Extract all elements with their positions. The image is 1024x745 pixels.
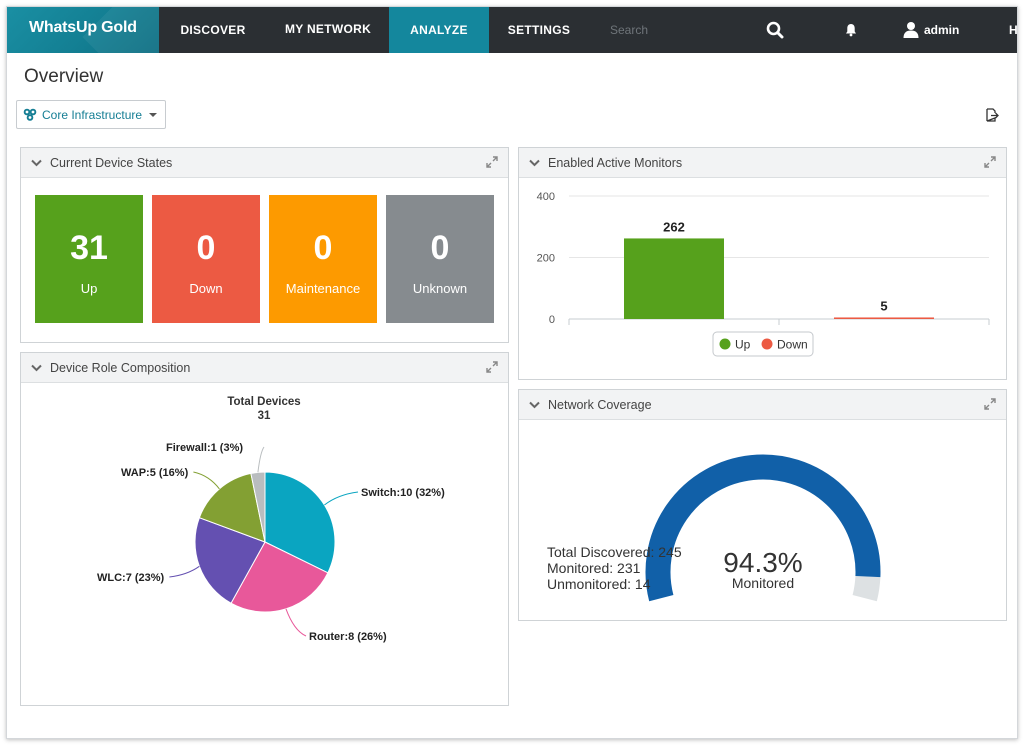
- tile-value: 0: [313, 229, 333, 267]
- active-monitors-panel: Enabled Active Monitors 0 200 400 262 5 Up D…: [518, 147, 1007, 380]
- legend-swatch: [719, 338, 731, 350]
- monitored-count-text: Monitored: 231: [547, 560, 641, 576]
- nav-analyze[interactable]: ANALYZE: [389, 7, 489, 53]
- page-title: Overview: [24, 66, 104, 87]
- status-tile-maintenance[interactable]: 0 Maintenance: [269, 195, 377, 323]
- pie-connector: [193, 471, 220, 490]
- brand-logo[interactable]: WhatsUp Gold: [7, 7, 159, 53]
- pie-slice-label: Router:8 (26%): [309, 631, 387, 643]
- status-tile-up[interactable]: 31 Up: [35, 195, 143, 323]
- collapse-chevron-icon[interactable]: [529, 401, 540, 409]
- tile-label: Up: [80, 281, 98, 296]
- legend-swatch: [761, 338, 773, 350]
- pie-slice-label: Firewall:1 (3%): [166, 442, 243, 454]
- tile-label: Unknown: [412, 281, 468, 296]
- search-input[interactable]: [610, 19, 740, 41]
- pie-slice[interactable]: [264, 471, 336, 574]
- pie-slice-label: WLC:7 (23%): [97, 572, 165, 584]
- role-composition-panel: Device Role Composition Total Devices 31…: [20, 352, 509, 706]
- device-group-label: Core Infrastructure: [42, 107, 143, 122]
- tile-label: Maintenance: [285, 281, 361, 296]
- unmonitored-count-text: Unmonitored: 14: [547, 576, 651, 592]
- panel-title: Enabled Active Monitors: [548, 155, 683, 170]
- tile-value: 0: [196, 229, 216, 267]
- coverage-percent: 94.3%: [723, 547, 802, 578]
- pie-slice-label: WAP:5 (16%): [121, 467, 189, 479]
- bar-value-label: 5: [880, 298, 887, 313]
- user-menu[interactable]: admin: [903, 7, 959, 53]
- gauge-unmonitored-arc: [852, 575, 881, 602]
- nav-discover[interactable]: DISCOVER: [180, 23, 246, 37]
- expand-icon[interactable]: [486, 361, 498, 373]
- device-group-icon: [23, 108, 37, 121]
- legend-label[interactable]: Up: [735, 338, 751, 352]
- pie-slice[interactable]: [230, 541, 329, 613]
- pie-slice-label: Switch:10 (32%): [361, 487, 445, 499]
- expand-icon[interactable]: [984, 156, 996, 168]
- coverage-gauge: Total Discovered: 245 Monitored: 231 Unm…: [547, 454, 881, 602]
- role-composition-chart: Total Devices 31 Switch:10 (32%) Router:8…: [97, 396, 445, 643]
- nav-settings[interactable]: SETTINGS: [507, 23, 571, 37]
- pie-connector: [257, 446, 265, 473]
- expand-icon[interactable]: [486, 156, 498, 168]
- bar-down[interactable]: [834, 317, 934, 319]
- search-icon[interactable]: [763, 7, 787, 53]
- panel-header: Network Coverage: [519, 390, 1006, 420]
- panel-title: Network Coverage: [548, 397, 652, 412]
- panel-title: Device Role Composition: [50, 360, 191, 375]
- y-tick-label: 200: [537, 253, 555, 265]
- panel-title: Current Device States: [50, 155, 173, 170]
- collapse-chevron-icon[interactable]: [31, 364, 42, 372]
- pie-connector: [324, 491, 359, 506]
- legend-label[interactable]: Down: [777, 338, 808, 352]
- tile-value: 0: [430, 229, 450, 267]
- pie-slice[interactable]: [194, 517, 266, 604]
- app-window: WhatsUp Gold DISCOVER MY NETWORK ANALYZE…: [6, 6, 1018, 739]
- bar-up[interactable]: [624, 238, 724, 319]
- user-icon: [903, 22, 919, 38]
- tile-value: 31: [70, 229, 108, 267]
- y-tick-label: 400: [537, 191, 555, 203]
- top-navbar: WhatsUp Gold DISCOVER MY NETWORK ANALYZE…: [7, 7, 1018, 53]
- brand-name: WhatsUp Gold: [29, 19, 137, 36]
- bell-icon[interactable]: [843, 7, 859, 53]
- tile-label: Down: [189, 281, 223, 296]
- y-tick-label: 0: [549, 314, 555, 326]
- nav-my-network[interactable]: MY NETWORK: [284, 22, 372, 36]
- panel-header: Current Device States: [21, 148, 508, 178]
- chevron-down-icon: [149, 113, 157, 117]
- panel-header: Enabled Active Monitors: [519, 148, 1006, 178]
- total-devices-value: 31: [258, 410, 271, 422]
- collapse-chevron-icon[interactable]: [529, 159, 540, 167]
- total-discovered-text: Total Discovered: 245: [547, 544, 682, 560]
- collapse-chevron-icon[interactable]: [31, 159, 42, 167]
- pie-slice[interactable]: [198, 472, 266, 543]
- export-icon[interactable]: [985, 108, 999, 127]
- expand-icon[interactable]: [984, 398, 996, 410]
- status-tile-unknown[interactable]: 0 Unknown: [386, 195, 494, 323]
- status-tile-down[interactable]: 0 Down: [152, 195, 260, 323]
- panel-header: Device Role Composition: [21, 353, 508, 383]
- active-monitors-chart: 0 200 400 262 5 Up Down: [537, 191, 990, 357]
- device-group-dropdown[interactable]: Core Infrastructure: [16, 100, 166, 129]
- user-name: admin: [924, 23, 960, 37]
- bar-value-label: 262: [663, 219, 685, 234]
- pie-connector: [285, 608, 307, 637]
- coverage-percent-label: Monitored: [732, 575, 794, 591]
- nav-help[interactable]: H: [1009, 23, 1018, 37]
- network-coverage-panel: Network Coverage Total Discovered: 245 M…: [518, 389, 1007, 621]
- gauge-monitored-arc: [645, 454, 881, 602]
- pie-connector: [169, 565, 200, 578]
- device-states-panel: Current Device States 31 Up 0 Down 0 Mai…: [20, 147, 509, 343]
- total-devices-label: Total Devices: [227, 396, 300, 408]
